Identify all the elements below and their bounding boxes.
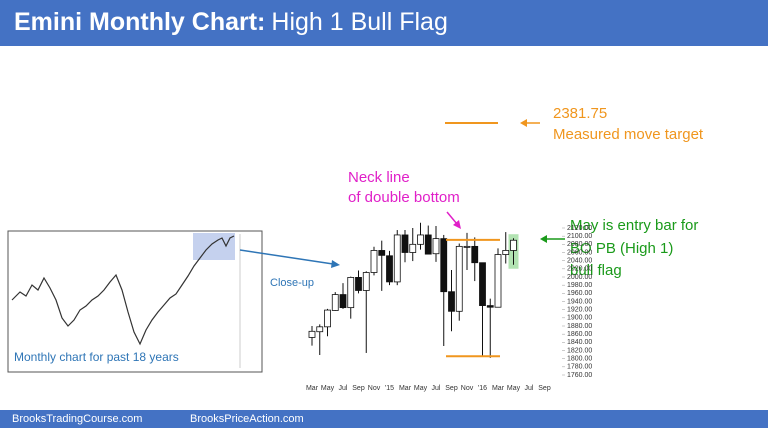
inset-price-line bbox=[11, 235, 235, 346]
candle-body bbox=[510, 239, 517, 251]
x-tick-label: '16 bbox=[478, 385, 487, 392]
y-tick-label: 2020.00 bbox=[567, 266, 592, 273]
x-tick-label: Mar bbox=[492, 385, 505, 392]
entry-text: bull flag bbox=[570, 262, 622, 279]
y-tick-label: 2060.00 bbox=[567, 249, 592, 256]
candle-body bbox=[440, 238, 448, 293]
y-tick-label: 1940.00 bbox=[567, 298, 592, 305]
candle-body bbox=[331, 294, 339, 311]
candle-body bbox=[455, 245, 463, 312]
footer-right: BrooksPriceAction.com bbox=[190, 413, 304, 425]
candle-body bbox=[448, 291, 455, 312]
y-tick-label: 1920.00 bbox=[567, 307, 592, 314]
closeup-text: Close-up bbox=[270, 277, 314, 289]
candle-body bbox=[370, 250, 378, 273]
candle-body bbox=[424, 234, 432, 255]
neck-text: of double bottom bbox=[348, 189, 460, 206]
x-tick-label: Nov bbox=[461, 385, 474, 392]
x-tick-label: Sep bbox=[352, 385, 365, 392]
y-tick-label: 1860.00 bbox=[567, 331, 592, 338]
candle-body bbox=[401, 234, 409, 253]
y-tick-label: 1960.00 bbox=[567, 290, 592, 297]
y-tick-label: 1900.00 bbox=[567, 315, 592, 322]
inset-caption: Monthly chart for past 18 years bbox=[14, 350, 179, 364]
header-bar bbox=[0, 0, 768, 46]
candle-body bbox=[324, 309, 331, 328]
y-tick-label: 1840.00 bbox=[567, 339, 592, 346]
candle-body bbox=[479, 262, 486, 306]
x-tick-label: Jul bbox=[525, 385, 534, 392]
candle-body bbox=[409, 243, 417, 253]
chart-title: Emini Monthly Chart: bbox=[14, 8, 265, 36]
title-line: Emini Monthly Chart: High 1 Bull Flag bbox=[14, 8, 448, 36]
x-tick-label: May bbox=[321, 385, 335, 392]
y-tick-label: 1780.00 bbox=[567, 364, 592, 371]
closeup-arrow-head bbox=[331, 260, 340, 268]
x-tick-label: Nov bbox=[368, 385, 381, 392]
neck-text: Neck line bbox=[348, 169, 410, 186]
entry-arrow-head bbox=[540, 235, 547, 243]
candle-body bbox=[316, 326, 324, 333]
closeup-arrow bbox=[239, 249, 334, 265]
x-tick-label: Sep bbox=[538, 385, 551, 392]
candle-body bbox=[347, 277, 355, 309]
x-tick-label: Sep bbox=[445, 385, 458, 392]
chart-subtitle: High 1 Bull Flag bbox=[271, 8, 447, 36]
candle-body bbox=[471, 245, 479, 264]
x-tick-label: May bbox=[507, 385, 521, 392]
inset-highlight bbox=[193, 233, 235, 260]
y-tick-label: 1880.00 bbox=[567, 323, 592, 330]
candle-body bbox=[355, 277, 362, 291]
candle-body bbox=[417, 234, 424, 245]
neck-arrow-head bbox=[453, 220, 461, 229]
footer-bar bbox=[0, 410, 768, 428]
entry-text: May is entry bar for bbox=[570, 217, 698, 234]
candle-body bbox=[432, 238, 440, 255]
candle-body bbox=[386, 255, 393, 283]
entry-text: BO PB (High 1) bbox=[570, 240, 673, 257]
y-tick-label: 1820.00 bbox=[567, 347, 592, 354]
y-tick-label: 1980.00 bbox=[567, 282, 592, 289]
candle-body bbox=[463, 245, 471, 248]
candle-body bbox=[362, 272, 370, 291]
y-tick-label: 1760.00 bbox=[567, 372, 592, 379]
candle-body bbox=[486, 305, 494, 308]
candle-body bbox=[378, 250, 386, 256]
candle-body bbox=[494, 254, 502, 308]
candle-body bbox=[502, 250, 510, 255]
x-tick-label: '15 bbox=[385, 385, 394, 392]
target-value: 2381.75 bbox=[553, 105, 607, 122]
x-tick-label: Jul bbox=[339, 385, 348, 392]
y-tick-label: 2040.00 bbox=[567, 258, 592, 265]
x-tick-label: Mar bbox=[306, 385, 319, 392]
target-text: Measured move target bbox=[553, 126, 704, 143]
target-arrow-head bbox=[520, 119, 527, 127]
y-tick-label: 2100.00 bbox=[567, 233, 592, 240]
x-tick-label: Jul bbox=[432, 385, 441, 392]
y-tick-label: 2080.00 bbox=[567, 241, 592, 248]
candle-body bbox=[393, 234, 401, 283]
footer-left: BrooksTradingCourse.com bbox=[12, 413, 142, 425]
candle-body bbox=[308, 330, 316, 338]
y-tick-label: 1800.00 bbox=[567, 356, 592, 363]
y-tick-label: 2000.00 bbox=[567, 274, 592, 281]
neck-arrow bbox=[446, 211, 458, 225]
x-tick-label: May bbox=[414, 385, 428, 392]
y-tick-label: 2120.00 bbox=[567, 225, 592, 232]
x-tick-label: Mar bbox=[399, 385, 412, 392]
candle-body bbox=[339, 294, 347, 309]
